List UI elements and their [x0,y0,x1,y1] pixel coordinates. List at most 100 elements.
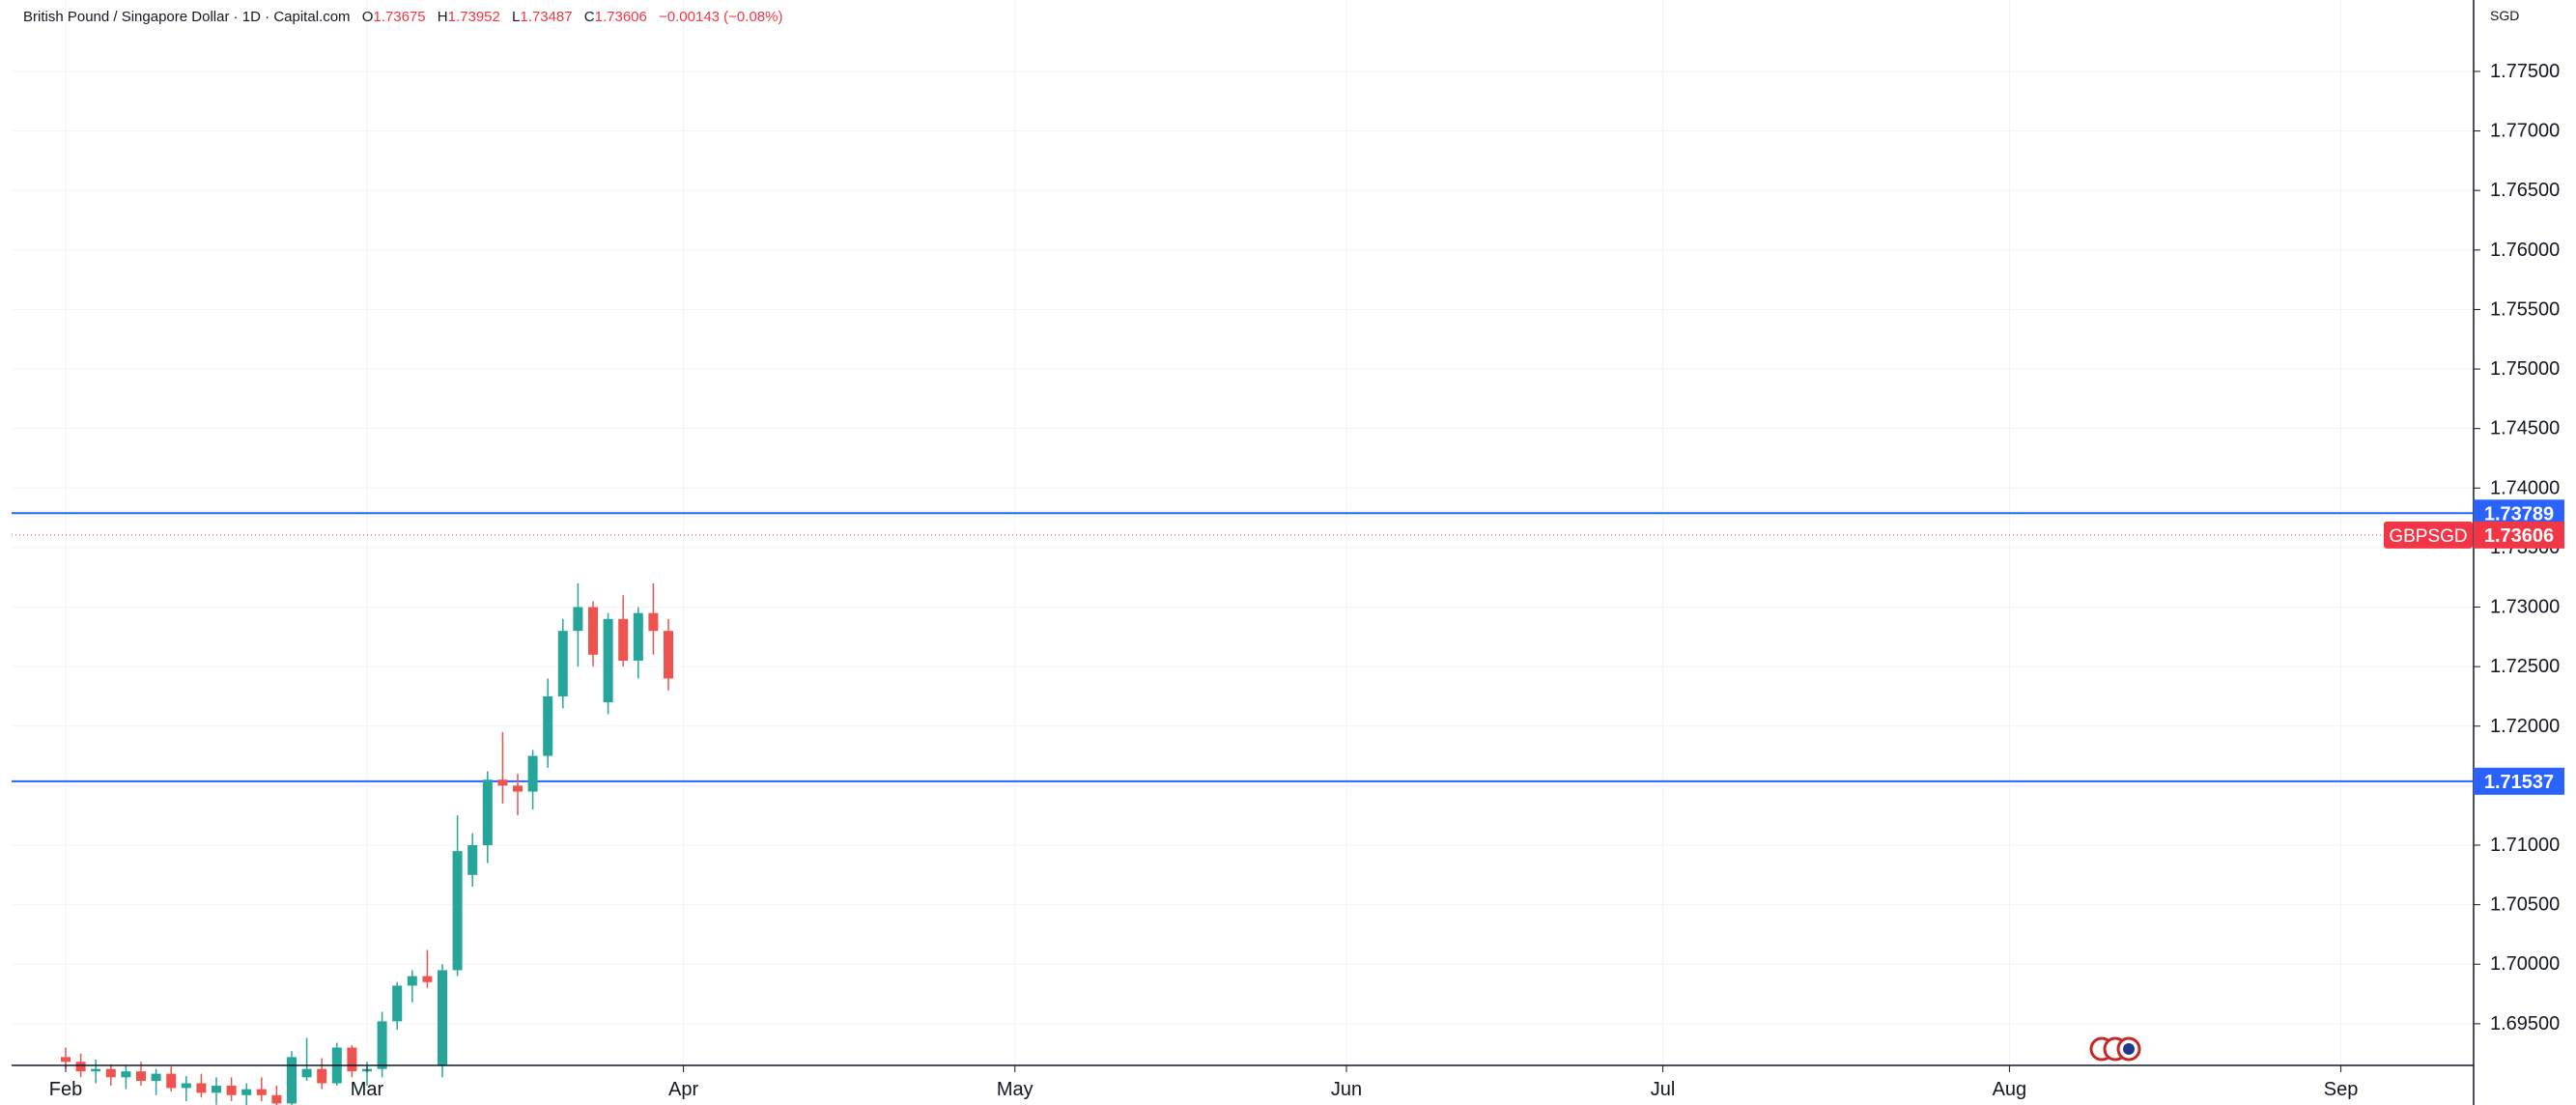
time-tick-label: Jul [1651,1079,1676,1100]
candle[interactable] [482,771,493,864]
price-tick-label: 1.75000 [2490,358,2560,380]
candle-body [136,1071,146,1082]
candle[interactable] [377,1011,387,1078]
price-axis[interactable]: 1.695001.700001.705001.710001.715001.720… [2474,61,2560,1034]
candle[interactable] [121,1065,131,1090]
price-tick-label: 1.71000 [2490,835,2560,856]
candle[interactable] [331,1042,342,1086]
candle[interactable] [105,1063,116,1086]
candle-body [633,612,643,661]
candle[interactable] [633,607,643,679]
candle[interactable] [588,601,598,667]
candle-body [212,1085,221,1093]
time-tick-label: Aug [1993,1079,2027,1100]
candle[interactable] [151,1068,161,1095]
candle-body [75,1062,86,1072]
candle[interactable] [467,833,478,888]
candle[interactable] [648,582,659,655]
candle-body [181,1083,191,1089]
candle-body [527,755,538,792]
price-tick-label: 1.75500 [2490,298,2560,320]
hline-price-label: 1.71537 [2484,772,2554,793]
candle[interactable] [618,595,629,667]
candle-body [166,1073,177,1089]
candle[interactable] [452,815,463,977]
candle-body [482,779,493,846]
candle-body [392,985,403,1022]
candle-body [241,1089,252,1095]
data-source: Capital.com [273,9,351,25]
candle[interactable] [438,964,447,1078]
candle-body [497,779,508,786]
candle[interactable] [664,618,673,691]
price-tick-label: 1.76500 [2490,180,2560,201]
high-label: H [437,9,448,25]
low-label: L [512,9,521,25]
symbol-title: British Pound / Singapore Dollar [23,9,230,25]
candle[interactable] [271,1085,282,1105]
price-tags: 1.73789 1.71537 GBPSGD 1.73606 [2384,499,2564,795]
open-label: O [361,9,374,25]
candle[interactable] [392,981,403,1031]
candle[interactable] [513,774,523,816]
time-tick-label: May [997,1079,1033,1100]
time-tick-label: Apr [668,1079,698,1100]
timeframe[interactable]: 1D [241,9,261,25]
candle[interactable] [407,970,417,1003]
candle[interactable] [91,1059,101,1084]
candle[interactable] [196,1073,207,1098]
high-value: 1.73952 [447,9,500,25]
candle-body [452,851,463,971]
last-price-label: 1.73606 [2484,525,2554,547]
time-tick-label: Sep [2324,1079,2359,1100]
candle[interactable] [212,1077,221,1105]
symbol-tag-label: GBPSGD [2389,526,2467,547]
price-tick-label: 1.74500 [2490,418,2560,439]
open-value: 1.73675 [373,9,426,25]
candle-body [271,1094,282,1104]
candle[interactable] [543,678,553,768]
events-icon[interactable] [2089,1036,2141,1062]
candle-body [573,607,583,632]
candle[interactable] [557,618,568,709]
candle-body [287,1057,297,1104]
candle[interactable] [603,612,613,715]
price-tick-label: 1.74000 [2490,477,2560,498]
candle-body [618,618,629,661]
low-value: 1.73487 [520,9,573,25]
price-tick-label: 1.70500 [2490,894,2560,916]
price-tick-label: 1.77500 [2490,61,2560,82]
price-tick-label: 1.77000 [2490,121,2560,142]
candle-body [543,695,553,756]
time-tick-label: Jun [1331,1079,1362,1100]
candle-body [151,1073,161,1082]
candle[interactable] [166,1066,177,1092]
price-tick-label: 1.70000 [2490,953,2560,975]
candle-body [91,1068,101,1072]
candle[interactable] [422,949,433,988]
time-axis[interactable]: Feb Mar Apr May Jun Jul Aug Sep [49,1065,2359,1100]
candle-body [226,1085,237,1095]
candle[interactable] [256,1077,267,1101]
candle[interactable] [226,1077,237,1101]
price-tick-label: 1.73000 [2490,597,2560,618]
legend-separator: · [233,9,239,25]
candle-body [407,976,417,986]
candle[interactable] [241,1083,252,1105]
candle-body [422,976,433,982]
candle[interactable] [347,1045,357,1078]
candle[interactable] [181,1076,191,1101]
candle[interactable] [287,1051,297,1105]
plot-frame [12,0,2473,1065]
price-tick-label: 1.72000 [2490,716,2560,737]
candle[interactable] [527,750,538,810]
close-label: C [583,9,595,25]
candle[interactable] [317,1058,327,1090]
candle[interactable] [301,1037,312,1082]
candle[interactable] [573,582,583,667]
candle-body [557,631,568,696]
candle-body [121,1071,131,1078]
candle[interactable] [497,731,508,804]
candle-body [377,1021,387,1069]
